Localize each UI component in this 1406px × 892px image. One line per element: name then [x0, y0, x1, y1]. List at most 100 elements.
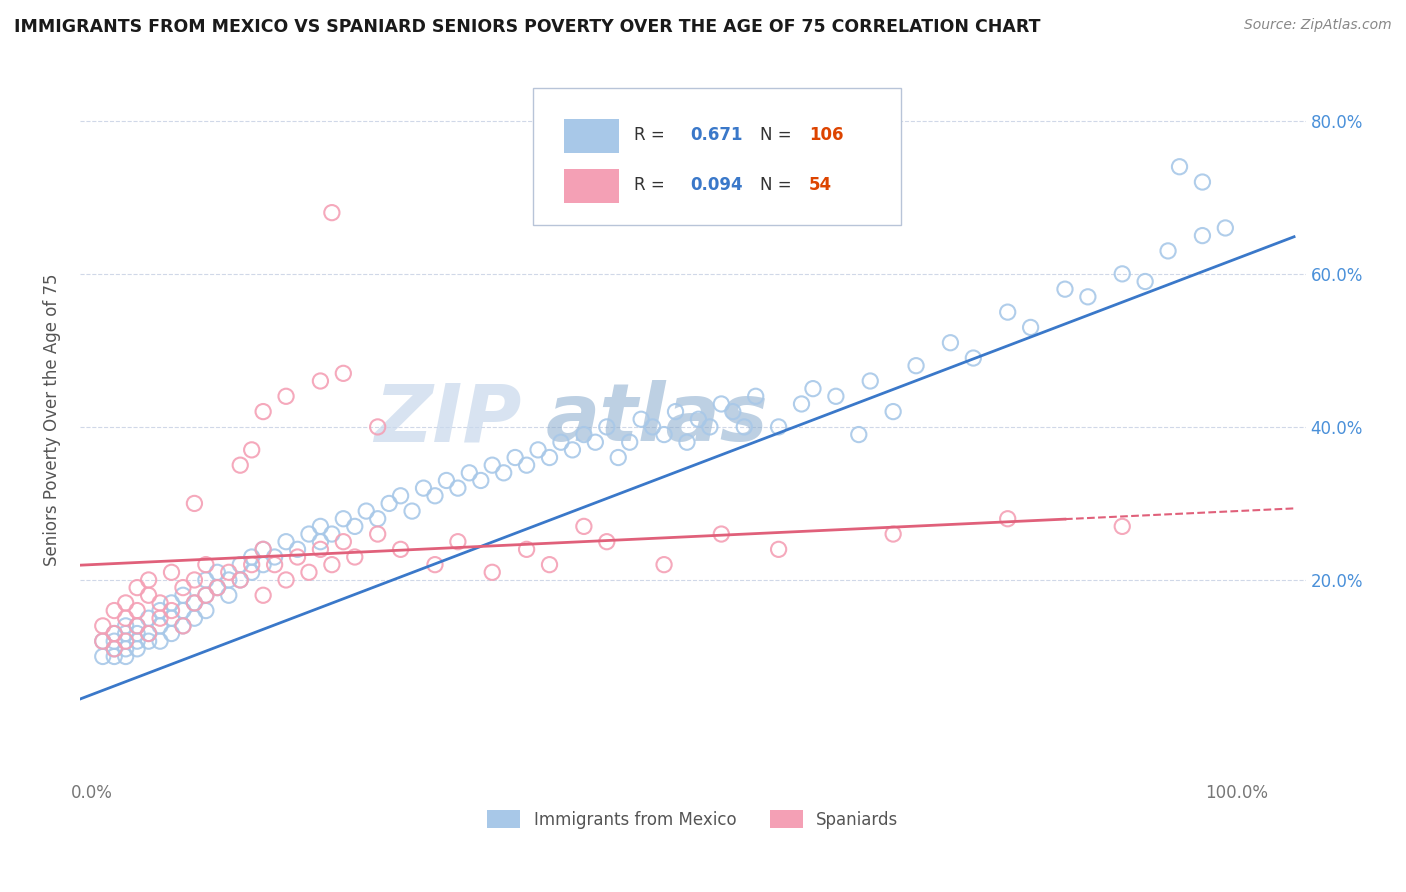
Point — [481, 458, 503, 472]
Point — [252, 588, 274, 602]
Point — [183, 596, 205, 610]
Point — [160, 611, 183, 625]
Point — [527, 442, 550, 457]
Point — [103, 649, 125, 664]
Point — [721, 404, 744, 418]
Point — [939, 335, 962, 350]
Point — [194, 603, 217, 617]
Text: 54: 54 — [808, 177, 832, 194]
Point — [229, 573, 252, 587]
Point — [423, 489, 446, 503]
Point — [516, 542, 538, 557]
Point — [240, 558, 263, 572]
Point — [321, 527, 343, 541]
Point — [172, 588, 194, 602]
Point — [138, 588, 160, 602]
Point — [572, 427, 595, 442]
Point — [138, 626, 160, 640]
Point — [550, 435, 572, 450]
Point — [481, 566, 503, 580]
Point — [229, 558, 252, 572]
Point — [503, 450, 526, 465]
Point — [1191, 175, 1213, 189]
Point — [962, 351, 984, 365]
Point — [332, 367, 354, 381]
Point — [114, 626, 136, 640]
Point — [138, 626, 160, 640]
Point — [103, 641, 125, 656]
Point — [114, 596, 136, 610]
Point — [607, 450, 630, 465]
Point — [699, 420, 721, 434]
Text: IMMIGRANTS FROM MEXICO VS SPANIARD SENIORS POVERTY OVER THE AGE OF 75 CORRELATIO: IMMIGRANTS FROM MEXICO VS SPANIARD SENIO… — [14, 18, 1040, 36]
Point — [309, 542, 332, 557]
Point — [183, 611, 205, 625]
Point — [218, 573, 240, 587]
Point — [458, 466, 481, 480]
Point — [664, 404, 686, 418]
Point — [790, 397, 813, 411]
Point — [103, 626, 125, 640]
Point — [801, 382, 824, 396]
Legend: Immigrants from Mexico, Spaniards: Immigrants from Mexico, Spaniards — [481, 804, 905, 835]
Point — [114, 619, 136, 633]
Point — [127, 626, 149, 640]
Point — [1157, 244, 1180, 258]
Point — [470, 474, 492, 488]
Point — [194, 558, 217, 572]
Point — [652, 427, 675, 442]
Text: R =: R = — [634, 126, 669, 145]
Point — [412, 481, 434, 495]
Text: Source: ZipAtlas.com: Source: ZipAtlas.com — [1244, 18, 1392, 32]
Point — [343, 549, 366, 564]
Point — [516, 458, 538, 472]
Point — [859, 374, 882, 388]
Text: N =: N = — [761, 177, 797, 194]
Point — [309, 519, 332, 533]
Point — [127, 634, 149, 648]
Point — [252, 542, 274, 557]
Point — [172, 603, 194, 617]
Point — [768, 420, 790, 434]
Point — [160, 603, 183, 617]
Point — [641, 420, 664, 434]
Point — [997, 305, 1019, 319]
Bar — [564, 169, 619, 203]
Point — [630, 412, 652, 426]
Point — [378, 496, 401, 510]
Point — [343, 519, 366, 533]
Point — [274, 573, 297, 587]
FancyBboxPatch shape — [533, 88, 901, 225]
Point — [160, 596, 183, 610]
Point — [882, 404, 904, 418]
Point — [423, 558, 446, 572]
Point — [207, 581, 229, 595]
Point — [572, 519, 595, 533]
Point — [538, 450, 561, 465]
Point — [138, 611, 160, 625]
Point — [744, 389, 766, 403]
Point — [1168, 160, 1191, 174]
Point — [172, 619, 194, 633]
Point — [710, 527, 733, 541]
Text: atlas: atlas — [546, 380, 768, 458]
Point — [848, 427, 870, 442]
Point — [127, 619, 149, 633]
Point — [1111, 519, 1133, 533]
Point — [252, 558, 274, 572]
Point — [882, 527, 904, 541]
Point — [389, 489, 412, 503]
Point — [127, 619, 149, 633]
Point — [583, 435, 606, 450]
Point — [825, 389, 848, 403]
Point — [332, 512, 354, 526]
Text: 106: 106 — [808, 126, 844, 145]
Point — [183, 573, 205, 587]
Point — [298, 527, 321, 541]
Point — [768, 542, 790, 557]
Point — [194, 588, 217, 602]
Point — [1133, 275, 1156, 289]
Point — [91, 634, 114, 648]
Point — [149, 596, 172, 610]
Point — [127, 641, 149, 656]
